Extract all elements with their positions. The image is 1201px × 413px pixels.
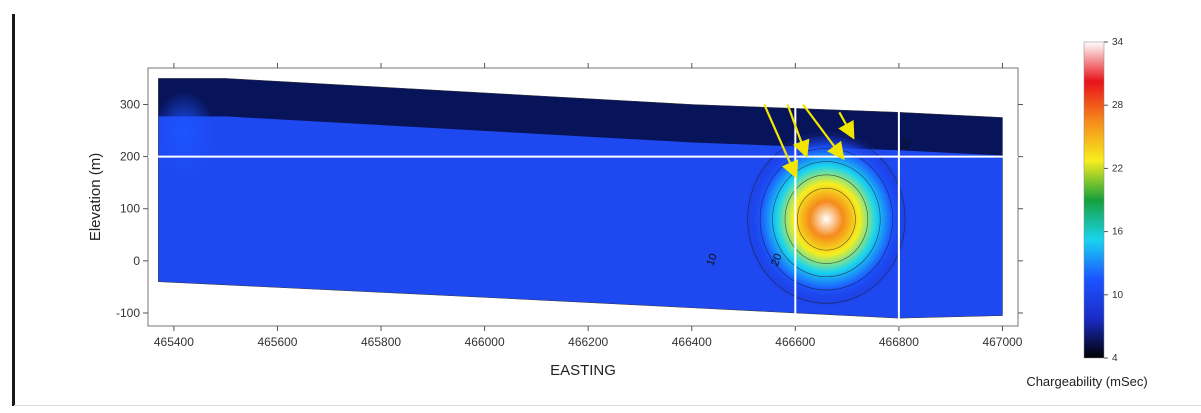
x-tick-label: 466200 xyxy=(568,335,608,349)
secondary-anomaly xyxy=(158,91,216,175)
x-axis-title: EASTING xyxy=(550,362,616,379)
y-tick-label: 200 xyxy=(120,150,140,164)
drillhole-arrow xyxy=(786,104,810,159)
section-fill xyxy=(158,78,1003,319)
x-tick-label: 466600 xyxy=(775,335,815,349)
drillhole-arrow xyxy=(838,111,855,140)
y-tick-label: 300 xyxy=(120,97,140,111)
colorbar-ramp xyxy=(1083,41,1105,359)
contour-line xyxy=(784,174,869,264)
contour-line xyxy=(772,161,881,278)
y-tick-label: 100 xyxy=(120,202,140,216)
bottom-divider xyxy=(14,405,1201,406)
colorbar-title: Chargeability (mSec) xyxy=(1026,374,1147,389)
drillhole-arrow xyxy=(763,104,799,179)
left-border-bar xyxy=(12,14,15,406)
x-tick-label: 466000 xyxy=(465,335,505,349)
section-outline xyxy=(158,78,1003,319)
colorbar-tick-label: 4 xyxy=(1112,353,1118,364)
x-tick-label: 466800 xyxy=(879,335,919,349)
y-tick-label: 0 xyxy=(133,254,140,268)
y-axis-title: Elevation (m) xyxy=(87,153,104,241)
x-tick-label: 466400 xyxy=(672,335,712,349)
plot-frame xyxy=(147,67,1019,327)
axes: 465400 465600 465800 466000 466200 466400 4666… xyxy=(116,63,1023,349)
colorbar-tick-label: 22 xyxy=(1112,163,1124,174)
contour-label: 10 xyxy=(705,252,720,268)
contour-line xyxy=(797,187,856,251)
low-chargeability-band xyxy=(158,78,1003,156)
x-tick-label: 465600 xyxy=(257,335,297,349)
contour-line xyxy=(759,147,893,291)
x-tick-label: 467000 xyxy=(982,335,1022,349)
colorbar-tick-label: 34 xyxy=(1112,37,1124,48)
colorbar-tick-label: 28 xyxy=(1112,100,1124,111)
x-tick-label: 465800 xyxy=(361,335,401,349)
plot-area: 10 20 10 xyxy=(148,78,1018,326)
x-tick-label: 465400 xyxy=(154,335,194,349)
colorbar: 4 10 16 22 28 34 xyxy=(1083,37,1124,364)
y-tick-label: -100 xyxy=(116,306,140,320)
colorbar-tick-label: 16 xyxy=(1112,227,1124,238)
contour-label: 10 xyxy=(899,137,914,153)
contour-label: 20 xyxy=(769,252,784,268)
colorbar-tick-label: 10 xyxy=(1112,290,1124,301)
drillhole-arrow xyxy=(802,103,845,161)
